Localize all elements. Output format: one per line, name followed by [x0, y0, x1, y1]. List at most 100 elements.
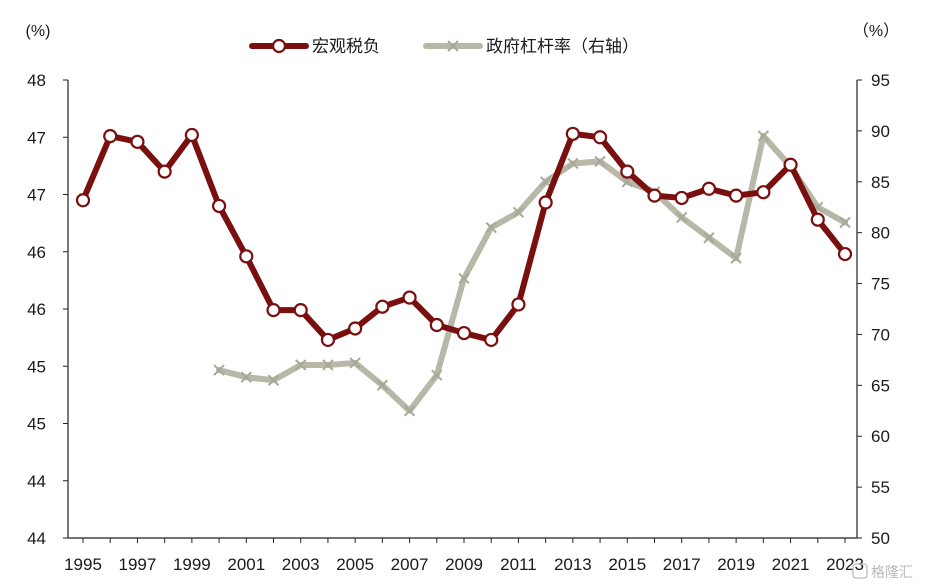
series-1-point	[348, 321, 363, 336]
series-1-point	[810, 212, 825, 227]
legend-label-2: 政府杠杆率（右轴）	[486, 37, 639, 56]
series-1-point	[456, 325, 472, 341]
series-2-point	[703, 232, 715, 244]
x-tick-label: 2003	[282, 555, 320, 574]
series-1-point	[239, 249, 254, 264]
series-1-point	[402, 290, 417, 305]
series-2-point	[730, 252, 742, 264]
series-2-point	[839, 216, 851, 229]
series-2-point	[567, 157, 579, 170]
y-right-tick-label: 65	[871, 376, 890, 395]
series-1-point	[75, 193, 91, 208]
y-right-tick-label: 70	[871, 325, 890, 344]
series-2-point	[539, 176, 552, 188]
x-tick-label: 2023	[826, 555, 864, 574]
watermark: 格隆汇	[852, 563, 913, 580]
x-tick-label: 2001	[227, 555, 265, 574]
y-left-tick-label: 45	[27, 415, 46, 434]
series-1-point	[184, 127, 199, 143]
series-2-point	[295, 359, 307, 371]
x-tick-label: 1999	[173, 555, 211, 574]
legend-label-1: 宏观税负	[312, 37, 380, 56]
series-1-line	[80, 130, 848, 343]
series-1-point	[266, 303, 281, 318]
series-2-point	[403, 405, 416, 417]
series-2-point	[376, 379, 389, 392]
y-right-tick-label: 80	[871, 224, 890, 243]
series-2-point	[349, 357, 361, 369]
series-2-point	[322, 359, 334, 371]
series-2-point	[485, 221, 497, 234]
y-left-tick-label: 44	[27, 472, 46, 491]
series-1-point	[565, 126, 580, 141]
series-2-point	[240, 371, 252, 383]
series-1-point	[538, 195, 553, 210]
series-2-point	[676, 211, 688, 224]
series-1-point	[157, 164, 172, 179]
y-right-unit-label: （%）	[853, 22, 899, 40]
y-right-tick-label: 60	[871, 427, 890, 446]
x-tick-label: 1997	[119, 555, 157, 574]
legend-marker-2	[447, 40, 459, 52]
series-2	[213, 130, 851, 417]
y-left-tick-label: 48	[27, 71, 46, 90]
series-1-point	[756, 185, 771, 200]
series-1-point	[674, 190, 689, 206]
series-1-point	[701, 181, 717, 196]
x-tick-label: 2007	[391, 555, 429, 574]
legend: 宏观税负 政府杠杆率（右轴）	[249, 37, 639, 56]
series-2-line	[216, 132, 848, 414]
y-right-tick-label: 85	[871, 173, 890, 192]
legend-marker-1	[271, 38, 287, 54]
y-left-tick-label: 46	[27, 243, 46, 262]
series-1-point	[293, 303, 308, 318]
y-right-tick-label: 75	[871, 275, 890, 294]
x-tick-label: 2011	[500, 555, 537, 574]
series-1-point	[511, 297, 526, 312]
watermark-text: 格隆汇	[871, 564, 913, 580]
series-1	[75, 126, 853, 348]
series-2-point	[458, 272, 470, 285]
series-2-point	[213, 364, 225, 376]
series-2-point	[757, 130, 770, 142]
series-2-point	[431, 369, 443, 381]
series-1-point	[837, 246, 853, 262]
series-1-point	[211, 198, 227, 214]
y-left-tick-label: 47	[27, 128, 46, 147]
x-tick-label: 2021	[772, 555, 810, 574]
x-tick-label: 2005	[336, 555, 374, 574]
x-tick-label: 2013	[554, 555, 592, 574]
series-1-point	[429, 317, 444, 333]
y-left-tick-label: 44	[27, 529, 46, 548]
x-tick-label: 2015	[608, 555, 646, 574]
series-1-point	[484, 332, 499, 348]
y-right-tick-label: 55	[871, 478, 890, 497]
y-left-tick-label: 47	[27, 186, 46, 205]
series-1-point	[620, 164, 635, 179]
series-1-point	[320, 332, 336, 348]
series-1-point	[592, 130, 608, 145]
x-tick-label: 2009	[445, 555, 483, 574]
y-left-tick-label: 46	[27, 300, 46, 319]
series-layer	[75, 126, 853, 417]
series-2-point	[512, 206, 525, 219]
series-1-point	[783, 157, 798, 172]
y-left-tick-label: 45	[27, 357, 46, 376]
series-1-point	[375, 299, 390, 314]
x-tick-label: 2017	[663, 555, 701, 574]
y-left-unit-label: (%)	[26, 23, 51, 40]
series-2-point	[594, 155, 606, 168]
y-right-tick-label: 50	[871, 529, 890, 548]
axes: (%) （%） 44 44 45 45 46 46 47 47 48 50 55 60 65 70 75 80 85…	[26, 22, 900, 574]
series-1-point	[130, 134, 145, 149]
y-right-tick-label: 95	[871, 71, 890, 90]
series-1-point	[729, 188, 744, 203]
x-tick-label: 2019	[717, 555, 755, 574]
series-1-point	[103, 129, 118, 144]
series-2-point	[267, 374, 280, 386]
watermark-logo-icon	[852, 563, 868, 579]
series-1-point	[647, 188, 662, 203]
x-tick-label: 1995	[64, 555, 102, 574]
y-right-tick-label: 90	[871, 122, 890, 141]
